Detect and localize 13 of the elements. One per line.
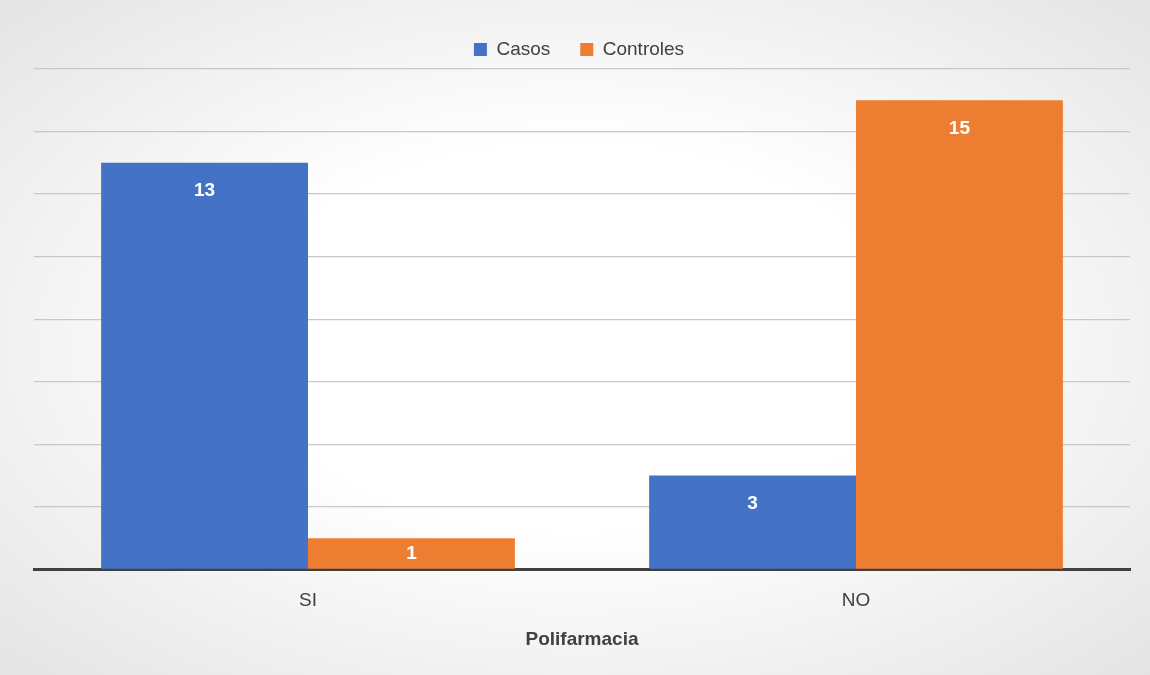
bar: [649, 475, 856, 569]
bar: [101, 162, 308, 569]
x-axis-title: Polifarmacia: [525, 627, 639, 649]
bar: [856, 100, 1063, 569]
legend-label: Controles: [602, 37, 685, 59]
x-tick-label: NO: [841, 589, 871, 611]
data-label: 1: [406, 541, 418, 563]
x-tick-label: SI: [299, 589, 317, 611]
data-label: 3: [747, 491, 758, 513]
data-label: 13: [193, 179, 216, 201]
data-label: 15: [948, 116, 971, 138]
bar: [308, 538, 515, 569]
legend-label: Casos: [496, 37, 551, 59]
